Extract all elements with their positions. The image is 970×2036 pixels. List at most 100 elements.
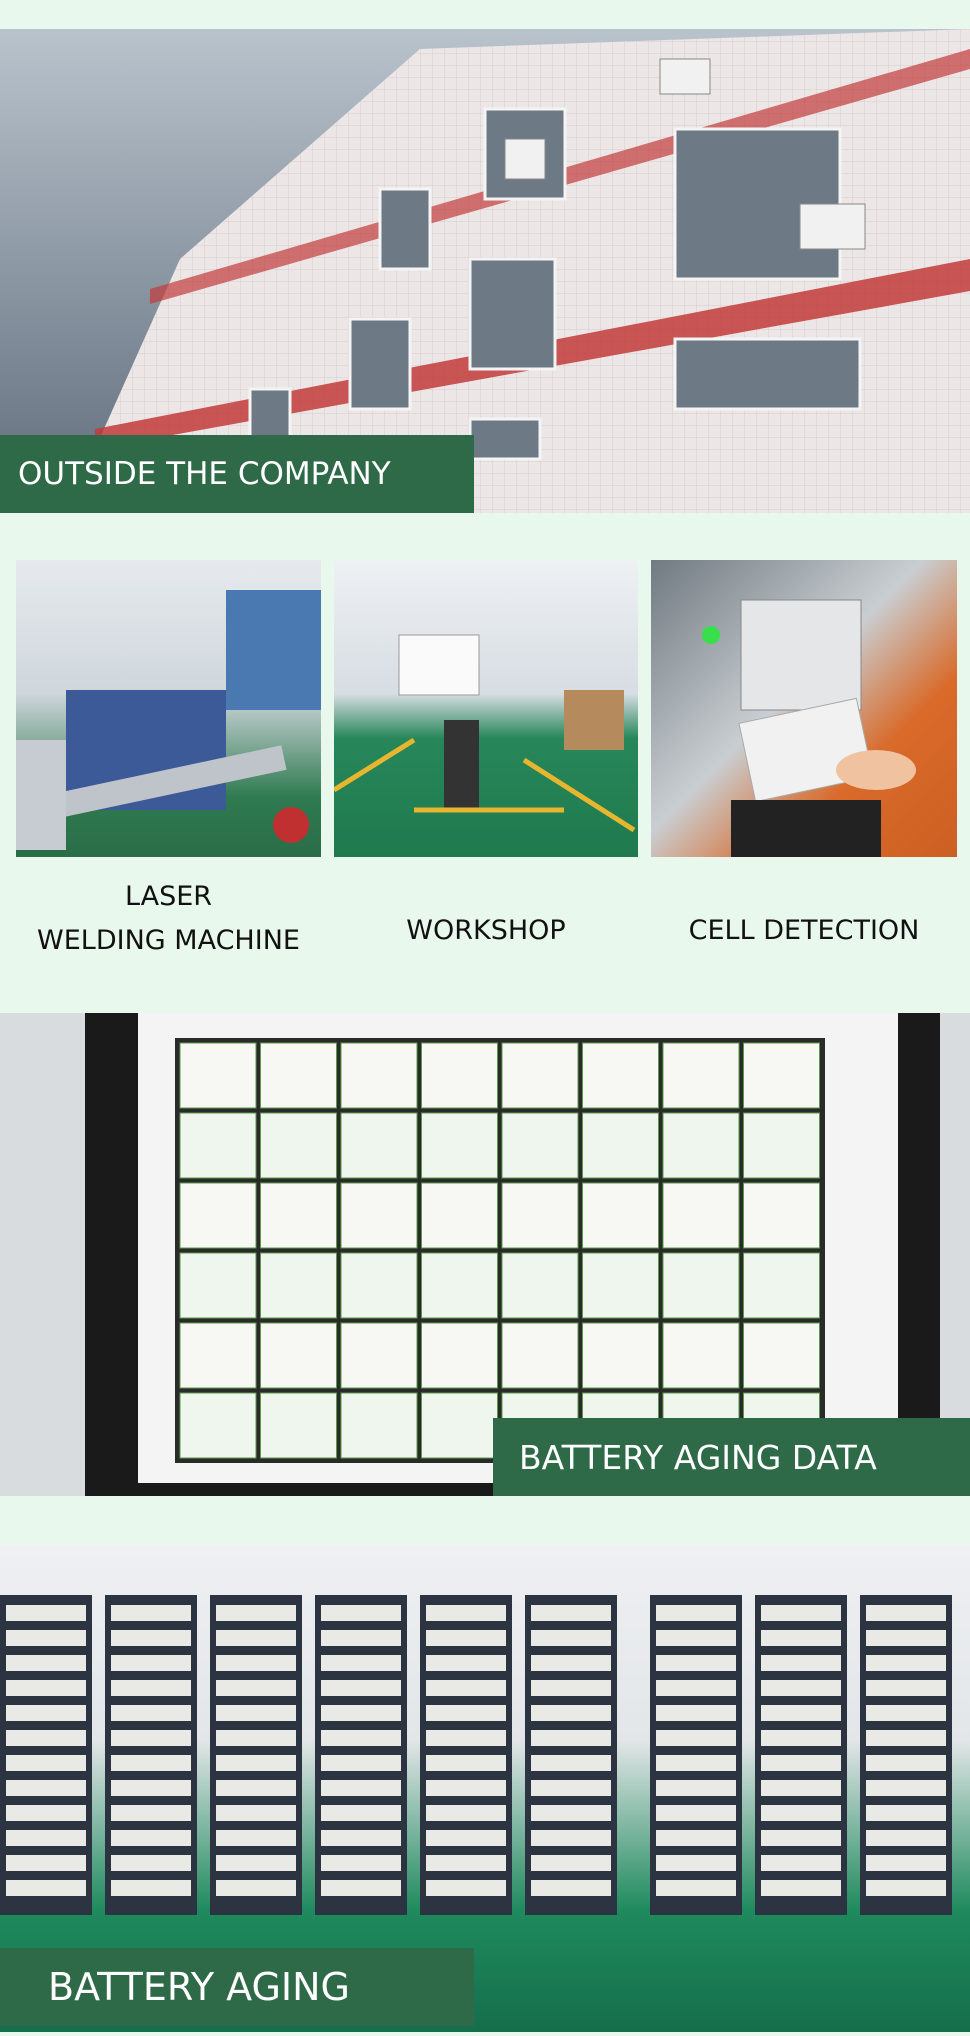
screen-cell bbox=[340, 1042, 418, 1109]
screen-cell bbox=[662, 1042, 740, 1109]
screen-cell bbox=[179, 1042, 257, 1109]
rack-shelf bbox=[426, 1755, 506, 1771]
screen-cell bbox=[260, 1182, 337, 1249]
rack-shelf bbox=[426, 1780, 506, 1796]
screen-cell bbox=[421, 1182, 498, 1249]
laser-welding-photo bbox=[16, 560, 321, 857]
rack-shelf bbox=[321, 1780, 401, 1796]
screen-cell bbox=[582, 1182, 659, 1249]
screen-cell bbox=[421, 1042, 498, 1109]
screen-cell bbox=[340, 1252, 418, 1319]
photo-caption: CELL DETECTION bbox=[688, 915, 920, 946]
rack-shelf bbox=[6, 1655, 86, 1671]
screen-cell bbox=[260, 1322, 337, 1389]
screen-cell bbox=[582, 1112, 659, 1179]
cell-detection-photo bbox=[651, 560, 957, 857]
screen-cell bbox=[260, 1042, 337, 1109]
rack-shelf bbox=[761, 1805, 841, 1821]
rack-shelf bbox=[111, 1755, 191, 1771]
screen-cell bbox=[179, 1112, 257, 1179]
rack-shelf bbox=[111, 1630, 191, 1646]
rack-shelf bbox=[111, 1605, 191, 1621]
rack-shelf bbox=[531, 1805, 611, 1821]
rack-shelf bbox=[321, 1855, 401, 1871]
rack-shelf bbox=[866, 1855, 946, 1871]
rack-shelf bbox=[761, 1630, 841, 1646]
rack-shelf bbox=[111, 1705, 191, 1721]
screen-cell bbox=[260, 1112, 337, 1179]
rack-shelf bbox=[6, 1755, 86, 1771]
rack-shelf bbox=[656, 1805, 736, 1821]
rack-shelf bbox=[426, 1855, 506, 1871]
screen-cell bbox=[743, 1182, 820, 1249]
rack-shelf bbox=[531, 1755, 611, 1771]
rack-shelf bbox=[6, 1805, 86, 1821]
rack-shelf bbox=[111, 1780, 191, 1796]
screen-cell bbox=[179, 1182, 257, 1249]
rack-shelf bbox=[111, 1880, 191, 1896]
rack-shelf bbox=[6, 1630, 86, 1646]
screen-cell bbox=[260, 1392, 337, 1459]
screen-cell bbox=[501, 1112, 579, 1179]
rack-shelf bbox=[531, 1605, 611, 1621]
rack-shelf bbox=[426, 1880, 506, 1896]
rack-shelf bbox=[866, 1705, 946, 1721]
rack-shelf bbox=[531, 1780, 611, 1796]
screen-cell bbox=[662, 1182, 740, 1249]
rack-shelf bbox=[531, 1680, 611, 1696]
screen-cell bbox=[340, 1112, 418, 1179]
rack-shelf bbox=[6, 1605, 86, 1621]
rack-shelf bbox=[216, 1680, 296, 1696]
rack-shelf bbox=[426, 1730, 506, 1746]
rack-shelf bbox=[761, 1705, 841, 1721]
screen-cell bbox=[662, 1252, 740, 1319]
rack-shelf bbox=[216, 1755, 296, 1771]
screen-cell bbox=[421, 1392, 498, 1459]
screen-cell bbox=[340, 1182, 418, 1249]
rack-shelf bbox=[6, 1680, 86, 1696]
rack-shelf bbox=[6, 1780, 86, 1796]
rack-shelf bbox=[216, 1830, 296, 1846]
detection-illustration bbox=[702, 599, 916, 857]
screen-cell bbox=[179, 1322, 257, 1389]
section-label: OUTSIDE THE COMPANY bbox=[0, 435, 474, 513]
screen-cell bbox=[582, 1322, 659, 1389]
rack-shelf bbox=[761, 1680, 841, 1696]
rack-shelf bbox=[866, 1630, 946, 1646]
rack-shelf bbox=[426, 1830, 506, 1846]
rack-shelf bbox=[761, 1730, 841, 1746]
rack-shelf bbox=[761, 1655, 841, 1671]
photo-caption: LASER WELDING MACHINE bbox=[16, 875, 321, 963]
section-label: BATTERY AGING bbox=[0, 1948, 474, 2026]
rack-shelf bbox=[656, 1605, 736, 1621]
rack-shelf bbox=[866, 1880, 946, 1896]
rack-shelf bbox=[216, 1730, 296, 1746]
rack-shelf bbox=[761, 1830, 841, 1846]
photo-caption: WORKSHOP bbox=[406, 915, 566, 946]
rack-shelf bbox=[321, 1705, 401, 1721]
rack-shelf bbox=[531, 1855, 611, 1871]
aging-photo bbox=[0, 1545, 970, 2032]
rack-shelf bbox=[111, 1655, 191, 1671]
screen-cell bbox=[260, 1252, 337, 1319]
screen-cell bbox=[421, 1252, 498, 1319]
screen-cell bbox=[421, 1112, 498, 1179]
rack-shelf bbox=[321, 1880, 401, 1896]
screen-cell bbox=[743, 1252, 820, 1319]
rack-shelf bbox=[216, 1605, 296, 1621]
rack-shelf bbox=[111, 1830, 191, 1846]
machine-illustration bbox=[16, 590, 321, 850]
rack-shelf bbox=[216, 1655, 296, 1671]
rack-shelf bbox=[426, 1680, 506, 1696]
rack-shelf bbox=[216, 1855, 296, 1871]
rack-shelf bbox=[426, 1655, 506, 1671]
rack-shelf bbox=[656, 1705, 736, 1721]
rack-shelf bbox=[761, 1780, 841, 1796]
rack-shelf bbox=[531, 1705, 611, 1721]
rack-shelf bbox=[321, 1805, 401, 1821]
rack-shelf bbox=[321, 1730, 401, 1746]
rack-shelf bbox=[426, 1630, 506, 1646]
screen-cell bbox=[582, 1252, 659, 1319]
screen-cell bbox=[501, 1322, 579, 1389]
